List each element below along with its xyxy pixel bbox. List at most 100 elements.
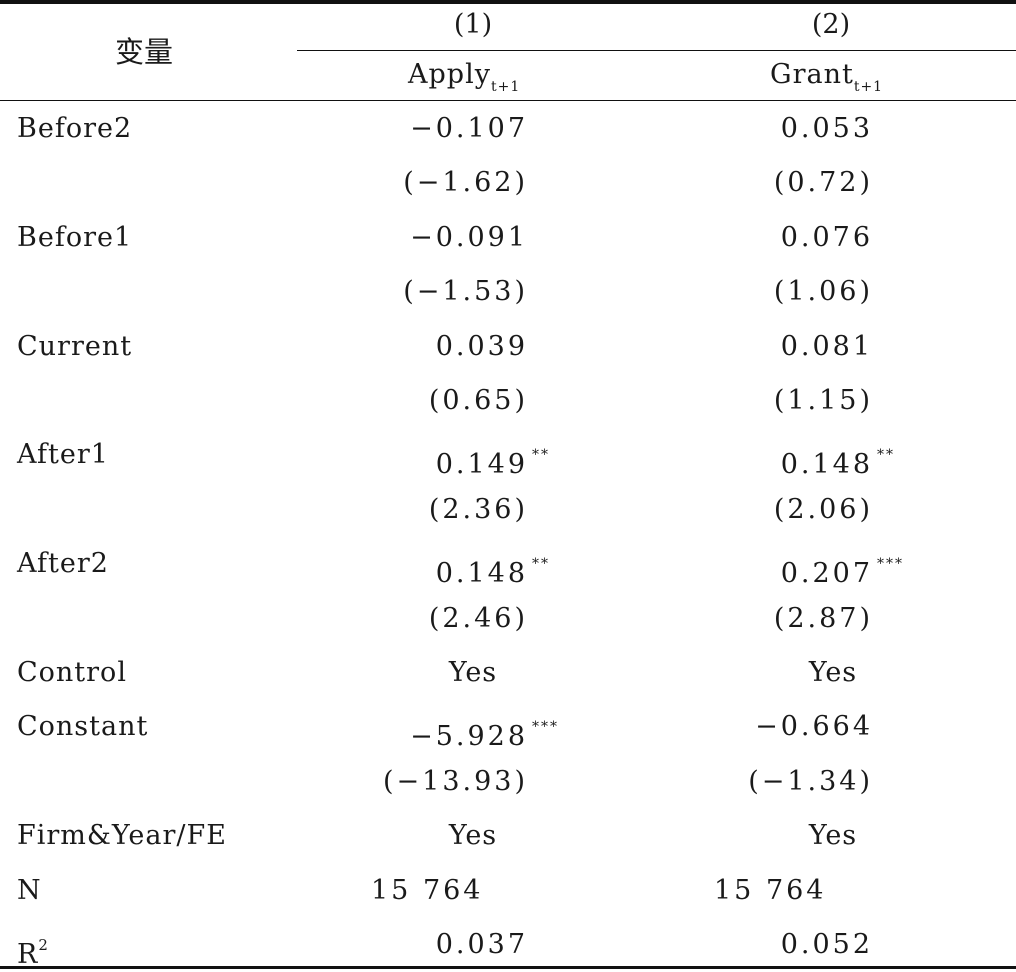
- col1-name: Apply: [408, 59, 491, 90]
- row-label: Before2: [17, 113, 132, 145]
- col1-number: (1): [453, 9, 493, 40]
- col2-cell: (2.87): [774, 603, 873, 635]
- cell-value: 0.148: [780, 449, 873, 480]
- cell-value: (−1.34): [748, 766, 873, 797]
- col1-cell: 0.039: [436, 331, 528, 363]
- cell-value: −0.664: [755, 711, 873, 742]
- cell-value: 0.037: [435, 929, 528, 960]
- col1-cell: 0.037: [436, 929, 528, 961]
- col1-cell: (2.46): [429, 603, 528, 635]
- col1-cell: (0.65): [429, 385, 528, 417]
- cell-value: −0.107: [410, 113, 528, 144]
- cell-value: (2.36): [428, 494, 528, 525]
- col1-cell: −5.928 ***: [410, 711, 559, 753]
- row-label: N: [17, 875, 42, 907]
- col1-cell: Yes: [413, 657, 533, 689]
- cell-value: (−1.53): [403, 276, 528, 307]
- cell-value: (2.46): [428, 603, 528, 634]
- row-label-text: Before1: [17, 222, 133, 253]
- cell-value: 0.076: [780, 222, 873, 253]
- col2-cell: Yes: [773, 657, 893, 689]
- cell-value: 0.052: [780, 929, 873, 960]
- row-label: After1: [17, 439, 109, 471]
- cell-value: Yes: [808, 657, 858, 688]
- cell-value: 15 764: [371, 875, 484, 906]
- significance-stars: **: [532, 556, 550, 572]
- cell-value: 15 764: [714, 875, 827, 906]
- row-label-text: Control: [17, 657, 127, 688]
- col2-cell: (1.15): [774, 385, 873, 417]
- col2-cell: 0.081: [781, 331, 873, 363]
- cell-value: (2.06): [773, 494, 873, 525]
- cell-value: −5.928: [410, 721, 528, 752]
- row-label-text: R: [17, 939, 39, 970]
- col2-cell: 0.076: [781, 222, 873, 254]
- variable-header: 变量: [115, 35, 174, 69]
- cell-value: Yes: [808, 820, 858, 851]
- col1-cell: 15 764: [371, 875, 483, 907]
- col1-subscript: t+1: [490, 79, 521, 95]
- col1-cell: (2.36): [429, 494, 528, 526]
- row-label-text: Before2: [17, 113, 133, 144]
- cell-value: 0.053: [780, 113, 873, 144]
- cell-value: (0.72): [773, 167, 873, 198]
- col1-cell: (−13.93): [383, 766, 528, 798]
- col1-cell: −0.091: [410, 222, 528, 254]
- col2-header: Grantt+1: [770, 59, 883, 103]
- cell-value: Yes: [448, 657, 498, 688]
- cell-value: −0.091: [410, 222, 528, 253]
- col2-cell: 0.207 ***: [781, 548, 904, 590]
- col2-cell: 0.052: [781, 929, 873, 961]
- col1-cell: (−1.53): [403, 276, 528, 308]
- column-group-rule: [297, 50, 1016, 51]
- row-label: After2: [17, 548, 109, 580]
- col1-cell: −0.107: [410, 113, 528, 145]
- cell-value: 0.207: [780, 558, 873, 589]
- row-label: Firm&Year/FE: [17, 820, 227, 852]
- row-label-text: After2: [17, 548, 109, 579]
- col1-cell: 0.148 **: [436, 548, 550, 590]
- col2-cell: (0.72): [774, 167, 873, 199]
- cell-value: (1.06): [773, 276, 873, 307]
- col2-subscript: t+1: [853, 79, 884, 95]
- row-label: R2: [17, 929, 49, 971]
- cell-value: (−13.93): [383, 766, 528, 797]
- col1-header: Applyt+1: [408, 59, 520, 103]
- col2-cell: 0.053: [781, 113, 873, 145]
- cell-value: 0.081: [780, 331, 873, 362]
- col2-name: Grant: [770, 59, 854, 90]
- top-rule: [0, 0, 1016, 4]
- significance-stars: **: [877, 447, 895, 463]
- col2-cell: (1.06): [774, 276, 873, 308]
- header-rule: [0, 100, 1016, 101]
- row-label: Before1: [17, 222, 132, 254]
- col2-cell: (−1.34): [748, 766, 873, 798]
- cell-value: 0.148: [435, 558, 528, 589]
- cell-value: 0.039: [435, 331, 528, 362]
- col1-cell: 0.149 **: [436, 439, 550, 481]
- row-label: Current: [17, 331, 132, 363]
- cell-value: (0.65): [428, 385, 528, 416]
- col1-cell: (−1.62): [403, 167, 528, 199]
- row-label-text: Current: [17, 331, 133, 362]
- significance-stars: ***: [532, 719, 559, 735]
- col1-cell: Yes: [413, 820, 533, 852]
- significance-stars: ***: [877, 556, 904, 572]
- row-label-text: Constant: [17, 711, 149, 742]
- cell-value: (1.15): [773, 385, 873, 416]
- col2-cell: 15 764: [714, 875, 826, 907]
- row-label: Control: [17, 657, 127, 689]
- row-label-text: Firm&Year/FE: [17, 820, 227, 851]
- row-label-superscript: 2: [38, 936, 49, 954]
- row-label-text: After1: [17, 439, 109, 470]
- cell-value: 0.149: [435, 449, 528, 480]
- col2-cell: −0.664: [755, 711, 873, 743]
- significance-stars: **: [532, 447, 550, 463]
- row-label: Constant: [17, 711, 148, 743]
- col2-cell: (2.06): [774, 494, 873, 526]
- row-label-text: N: [17, 875, 42, 906]
- cell-value: Yes: [448, 820, 498, 851]
- col2-cell: 0.148 **: [781, 439, 895, 481]
- bottom-rule: [0, 966, 1016, 969]
- col2-number: (2): [811, 9, 851, 40]
